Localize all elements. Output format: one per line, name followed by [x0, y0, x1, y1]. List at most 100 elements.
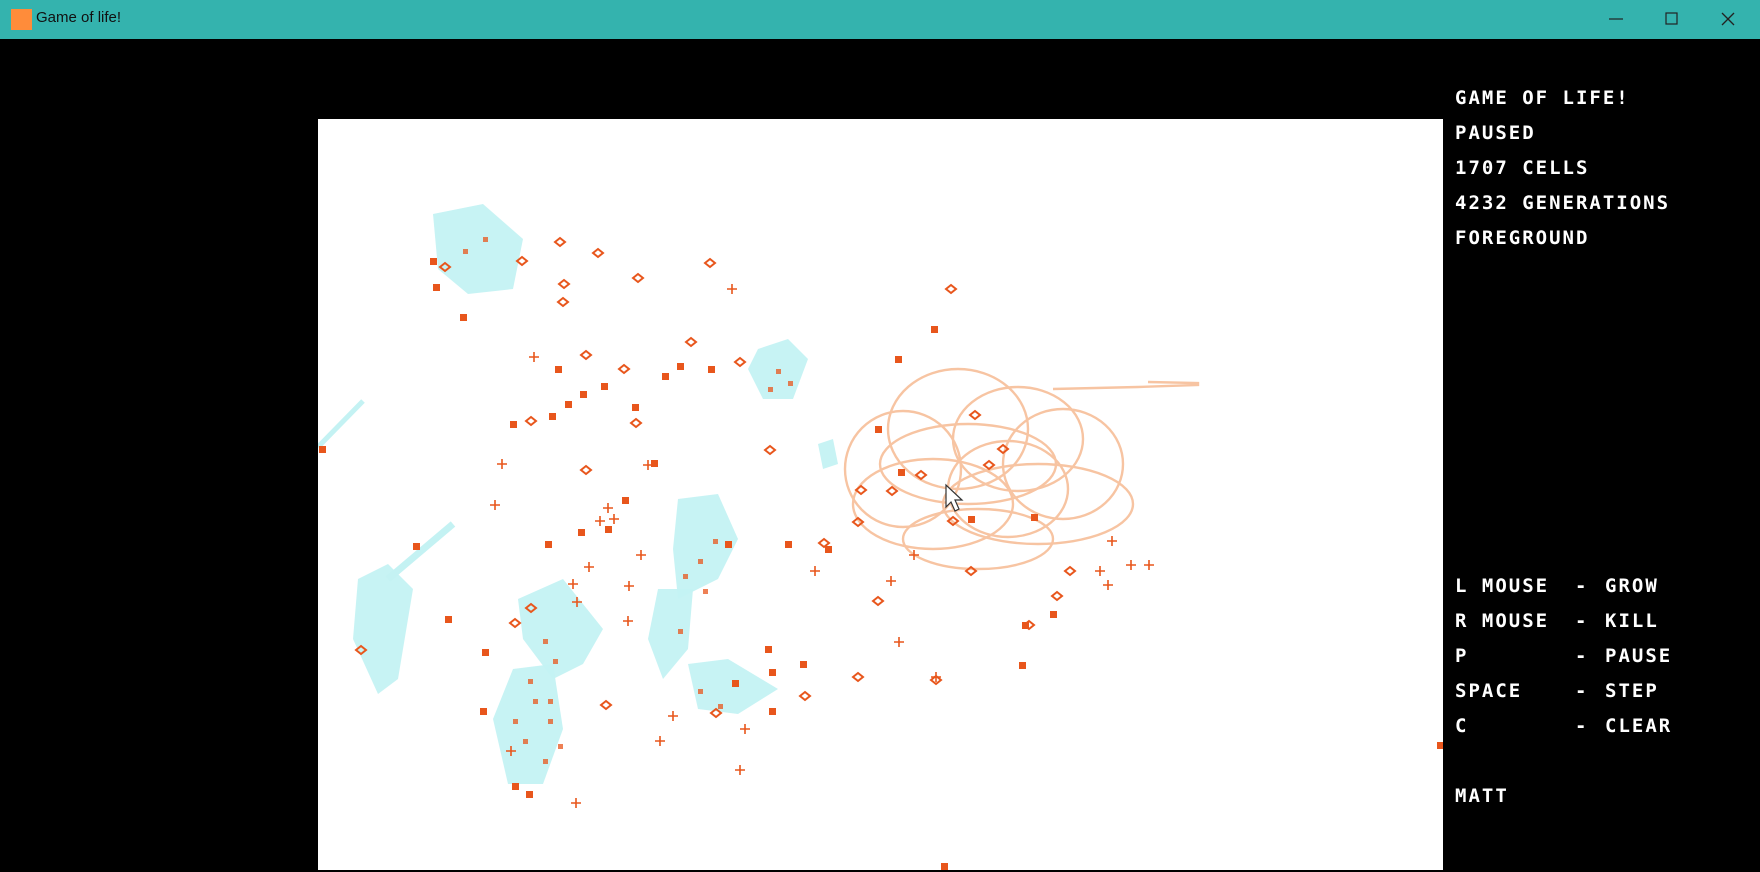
- cell-block: [677, 363, 684, 370]
- maximize-button[interactable]: [1644, 0, 1700, 39]
- cell-beehive: [556, 296, 570, 308]
- cell-blinker: [1126, 560, 1136, 570]
- trail-loop: [851, 457, 1015, 551]
- cell-blinker: [931, 672, 941, 682]
- cell-blinker: [643, 460, 653, 470]
- cell-block: [319, 446, 326, 453]
- ghost-blob: [433, 204, 523, 294]
- cell-blinker: [740, 724, 750, 734]
- cell-beehive: [854, 484, 868, 496]
- cell-block: [651, 460, 658, 467]
- window-body: GAME OF LIFE! PAUSED 1707 CELLS 4232 GEN…: [1, 39, 1759, 872]
- cell-beehive: [438, 261, 452, 273]
- cell-beehive: [524, 415, 538, 427]
- cell-block: [941, 863, 948, 870]
- cell-beehive: [1063, 565, 1077, 577]
- cell-beehive: [885, 485, 899, 497]
- ghost-blob: [518, 579, 603, 679]
- control-row: C - CLEAR: [1455, 715, 1673, 737]
- cell-beehive: [763, 444, 777, 456]
- cell-block: [898, 469, 905, 476]
- cell-blinker: [655, 736, 665, 746]
- board-canvas[interactable]: [318, 119, 1443, 870]
- cell-block: [968, 516, 975, 523]
- cell-blinker: [571, 798, 581, 808]
- cell-beehive: [964, 565, 978, 577]
- cell-block: [510, 421, 517, 428]
- cell-blinker: [1144, 560, 1154, 570]
- cell-fragment: [678, 629, 683, 634]
- control-row: R MOUSE - KILL: [1455, 610, 1659, 632]
- cell-fragment: [683, 574, 688, 579]
- minimize-button[interactable]: [1588, 0, 1644, 39]
- control-action: KILL: [1605, 610, 1659, 632]
- live-cells: [319, 236, 1443, 870]
- cell-block: [578, 529, 585, 536]
- control-key: R MOUSE: [1455, 610, 1550, 632]
- cell-beehive: [1050, 590, 1064, 602]
- cell-block: [601, 383, 608, 390]
- cell-beehive: [851, 516, 865, 528]
- control-action: GROW: [1605, 575, 1659, 597]
- cell-beehive: [982, 459, 996, 471]
- cell-block: [555, 366, 562, 373]
- trail-loop: [941, 462, 1135, 546]
- cell-fragment: [698, 559, 703, 564]
- control-key: P: [1455, 645, 1469, 667]
- cell-blinker: [886, 576, 896, 586]
- cell-beehive: [684, 336, 698, 348]
- cell-fragment: [523, 739, 528, 744]
- cell-block: [433, 284, 440, 291]
- title-bar[interactable]: Game of life!: [0, 0, 1760, 39]
- cell-block: [512, 783, 519, 790]
- cell-block: [800, 661, 807, 668]
- cell-block: [895, 356, 902, 363]
- cell-blinker: [1095, 566, 1105, 576]
- cell-beehive: [871, 595, 885, 607]
- minimize-icon: [1609, 18, 1623, 20]
- app-icon: [11, 9, 32, 30]
- cell-blinker: [909, 550, 919, 560]
- cell-blinker: [584, 562, 594, 572]
- hud-cell-count: 1707 CELLS: [1455, 157, 1590, 179]
- cell-beehive: [553, 236, 567, 248]
- cell-beehive: [617, 363, 631, 375]
- cell-blinker: [497, 459, 507, 469]
- trail-line: [1052, 380, 1200, 391]
- game-board[interactable]: [318, 119, 1443, 870]
- drawn-trail: [843, 367, 1200, 571]
- cell-block: [662, 373, 669, 380]
- cell-blinker: [568, 579, 578, 589]
- hud-generation-count: 4232 GENERATIONS: [1455, 192, 1671, 214]
- cell-fragment: [548, 719, 553, 724]
- control-action: CLEAR: [1605, 715, 1673, 737]
- cell-block: [708, 366, 715, 373]
- cell-beehive: [1022, 619, 1036, 631]
- cell-blinker: [490, 500, 500, 510]
- ghost-blob: [353, 564, 413, 694]
- cell-block: [1031, 514, 1038, 521]
- cell-beehive: [508, 617, 522, 629]
- cell-blinker: [894, 637, 904, 647]
- cell-fragment: [483, 237, 488, 242]
- cell-fragment: [548, 699, 553, 704]
- cell-fragment: [528, 679, 533, 684]
- cell-blinker: [668, 711, 678, 721]
- cell-fragment: [768, 387, 773, 392]
- cell-fragment: [543, 759, 548, 764]
- cell-blinker: [603, 503, 613, 513]
- cell-blinker: [623, 616, 633, 626]
- cell-beehive: [599, 699, 613, 711]
- cell-block: [931, 326, 938, 333]
- cell-block: [632, 404, 639, 411]
- control-key: SPACE: [1455, 680, 1523, 702]
- cell-fragment: [463, 249, 468, 254]
- cell-blinker: [595, 516, 605, 526]
- cell-beehive: [817, 537, 831, 549]
- cell-beehive: [996, 443, 1010, 455]
- cell-beehive: [851, 671, 865, 683]
- close-button[interactable]: [1700, 0, 1756, 39]
- cell-blinker: [636, 550, 646, 560]
- trail-loop: [901, 507, 1055, 571]
- cell-beehive: [703, 257, 717, 269]
